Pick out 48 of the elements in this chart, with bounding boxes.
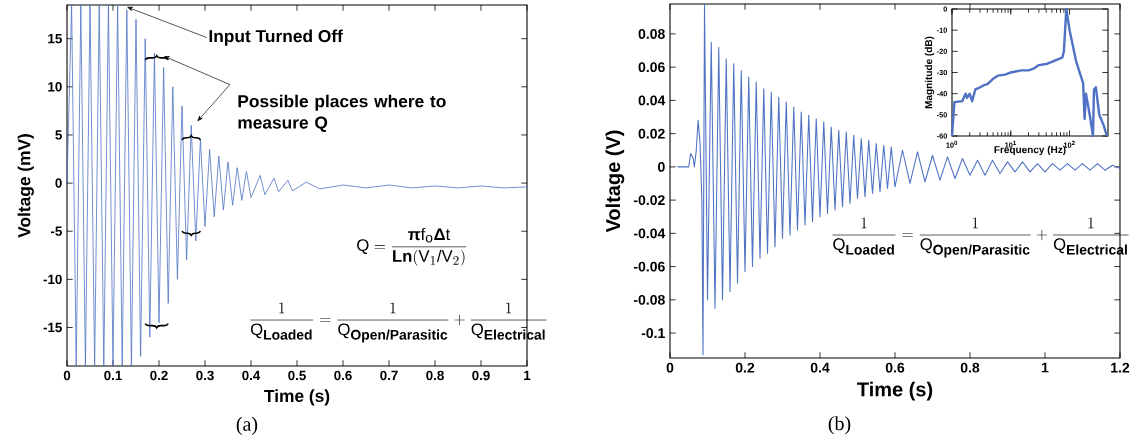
x-tick-label: 0.8 [426,370,444,381]
x-tick-label: 0.9 [472,370,490,381]
y-tick-label: -10 [43,274,62,285]
y-tick-label: -5 [50,226,62,236]
x-tick-label: 0.6 [885,362,905,373]
y-tick-label: 0.02 [638,128,665,139]
annotation: $\dfrac{1}{Q_{\text{Loaded}}}=\dfrac{1}{Q_{\text{Open/Parasitic}}}+\dfrac{1}{Q_{\text{Electrical}}}$ [250,302,547,343]
x-tick-label: 0.5 [288,370,306,381]
x-axis-title: Time (s) [264,389,330,406]
annotation: Input Turned Off [209,29,343,46]
y-tick-label: -0.02 [633,195,665,206]
text: (a) [236,416,258,435]
x-tick-label: 0.4 [810,362,830,373]
x-tick-label: 0 [63,370,71,381]
y-tick-label: 10 [48,82,62,92]
x-tick-label: 1 [524,370,531,380]
y-tick-label: -0.1 [641,328,665,339]
y-tick-label: 0.08 [638,28,665,39]
y-tick-label: 0 [55,178,62,188]
annotation: Possible places where to measure Q [238,94,446,132]
y-tick-label: 0.04 [638,95,666,106]
x-tick-label: 0.4 [242,370,261,381]
x-tick-label: 1.2 [1111,362,1130,373]
annotation: $Q=\dfrac{\text{π}f_o\text{Δ}t}{\text{Ln}(V_1/V_2)}$ [357,227,467,266]
y-tick-label: -15 [43,322,62,333]
x-tick-label: 0.1 [104,370,122,381]
x-tick-label: 0.7 [380,370,398,381]
y-axis-title: Voltage (mV) [17,134,34,238]
y-axis-title: Voltage (V) [605,130,625,233]
y-tick-label: 0.06 [638,62,665,73]
x-tick-label: 1 [1041,362,1049,373]
x-tick-label: 0.2 [150,370,168,381]
x-axis-title: Frequency (Hz) [994,145,1066,156]
text: (b) [828,416,851,435]
x-tick-label: 0.3 [196,370,214,381]
y-tick-label: -0.06 [633,261,665,272]
x-tick-label: 0.2 [735,362,755,373]
x-tick-label: 0.8 [960,362,980,373]
y-tick-label: 5 [55,130,62,140]
x-tick-label: 0 [666,362,674,373]
x-tick-label: 0.6 [334,370,352,381]
y-tick-label: 0 [658,161,665,172]
y-tick-label: -0.08 [633,294,665,305]
annotation: $\dfrac{1}{Q_{\text{Loaded}}}=\dfrac{1}{Q_{\text{Open/Parasitic}}}+\dfrac{1}{Q_{\text{Electrical}}}$ [832,217,1129,258]
y-axis-title: Magnitude (dB) [924,36,935,109]
y-tick-label: 15 [48,34,62,44]
y-tick-label: -0.04 [633,228,666,239]
x-axis-title: Time (s) [857,381,933,401]
